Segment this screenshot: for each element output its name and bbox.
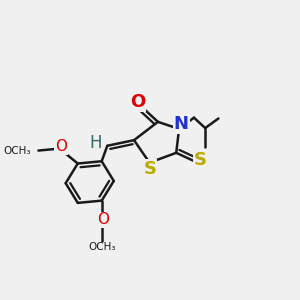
Text: N: N [174,115,189,133]
Text: O: O [130,93,145,111]
Text: OCH₃: OCH₃ [3,146,31,156]
Text: O: O [97,212,109,227]
Text: S: S [144,160,157,178]
Text: S: S [194,151,207,169]
Text: OCH₃: OCH₃ [88,242,116,252]
Text: H: H [90,134,102,152]
Text: O: O [55,139,67,154]
